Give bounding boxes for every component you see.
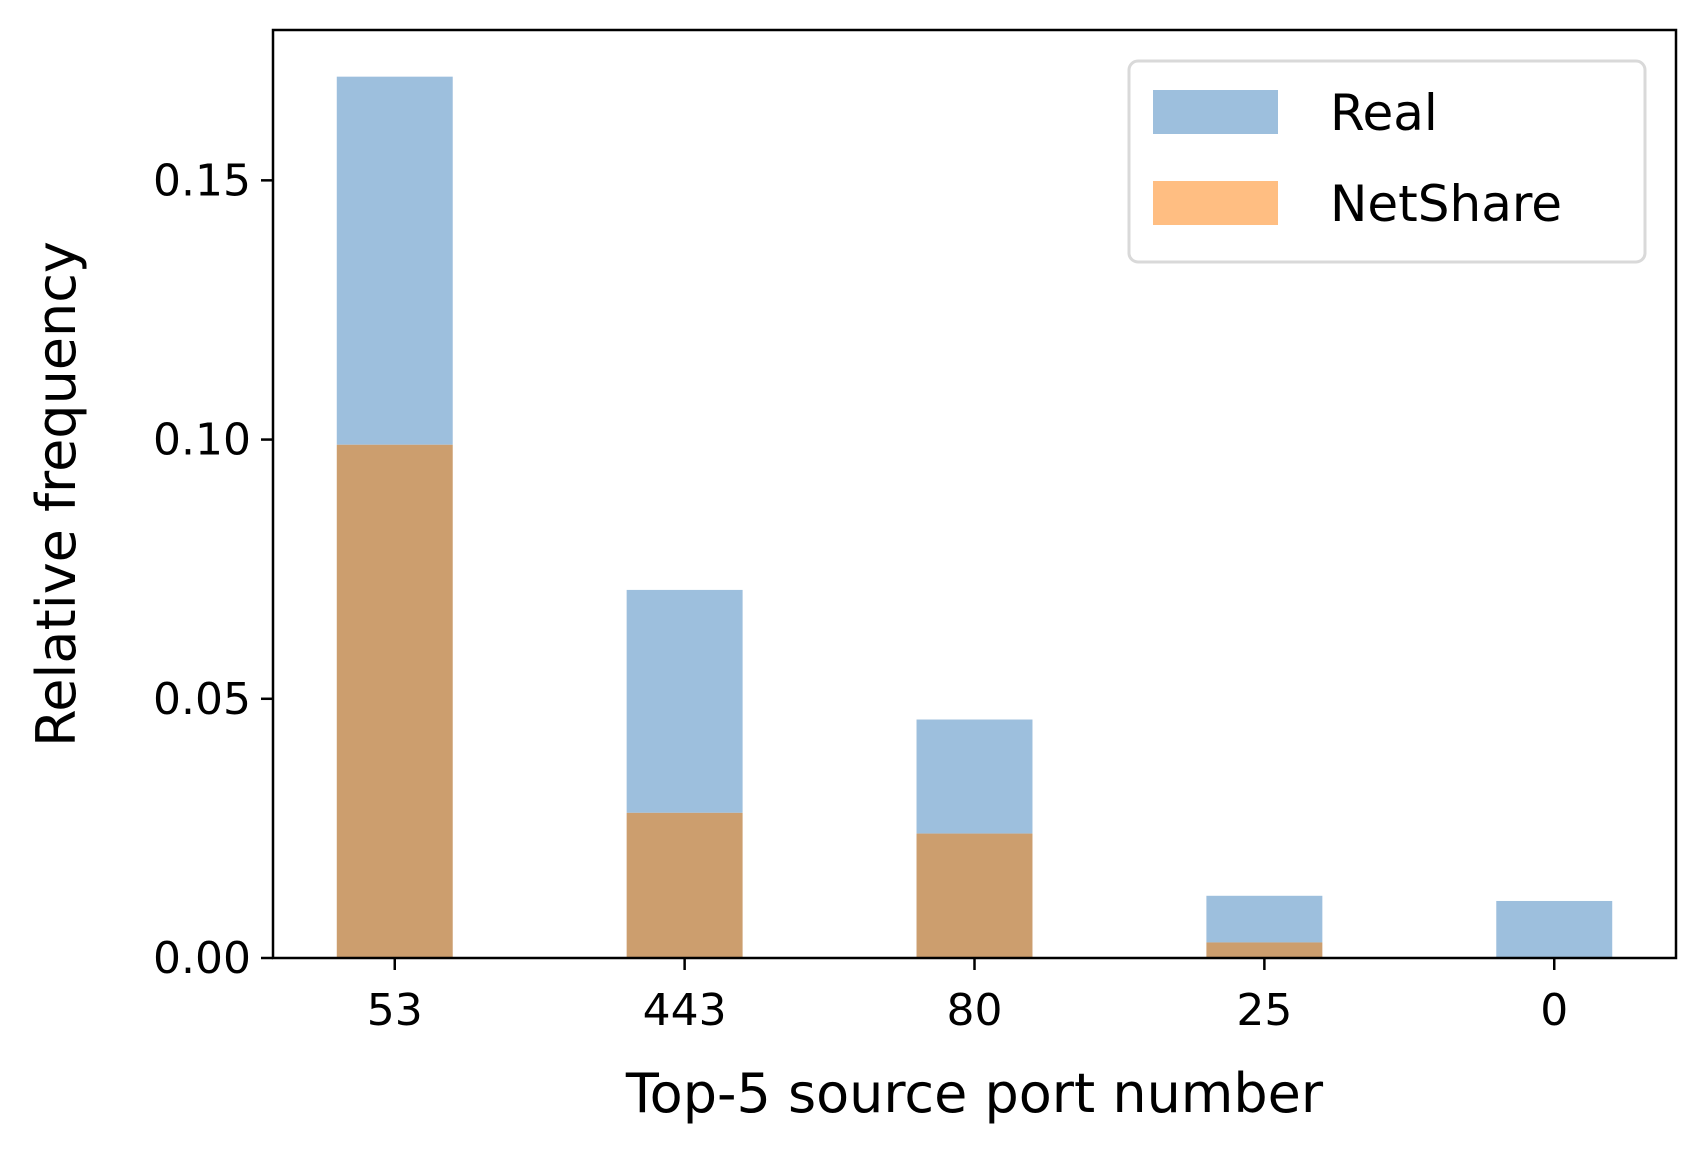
x-axis-label: Top-5 source port number (625, 1062, 1324, 1125)
bar-overlap-80 (916, 833, 1033, 958)
x-tick-label: 53 (367, 985, 423, 1036)
bar-real-80 (916, 719, 1033, 834)
legend: Real NetShare (1127, 59, 1647, 264)
y-tick-label: 0.00 (153, 933, 251, 984)
y-axis-label: Relative frequency (25, 241, 88, 747)
bar-overlap-53 (336, 444, 453, 958)
x-tick-label: 25 (1236, 985, 1292, 1036)
x-tick-label: 443 (643, 985, 727, 1036)
legend-label-real: Real (1330, 84, 1438, 142)
bar-real-443 (626, 589, 743, 813)
bar-overlap-25 (1206, 942, 1323, 958)
y-tick-label: 0.10 (153, 415, 251, 466)
legend-swatch-real (1153, 90, 1278, 134)
plot-frame (271, 28, 1678, 960)
bars-group (336, 76, 1613, 958)
legend-swatch-netshare (1153, 181, 1278, 225)
bar-real-25 (1206, 895, 1323, 943)
bar-real-0 (1496, 900, 1613, 958)
legend-label-netshare: NetShare (1330, 175, 1562, 233)
y-axis-ticks: 0.00 0.05 0.10 0.15 (153, 155, 273, 984)
y-tick-label: 0.15 (153, 155, 251, 206)
x-axis-ticks: 53 443 80 25 0 (367, 958, 1568, 1036)
x-tick-label: 80 (947, 985, 1003, 1036)
bar-overlap-443 (626, 812, 743, 958)
x-tick-label: 0 (1540, 985, 1568, 1036)
y-tick-label: 0.05 (153, 674, 251, 725)
bar-real-53 (336, 76, 453, 445)
